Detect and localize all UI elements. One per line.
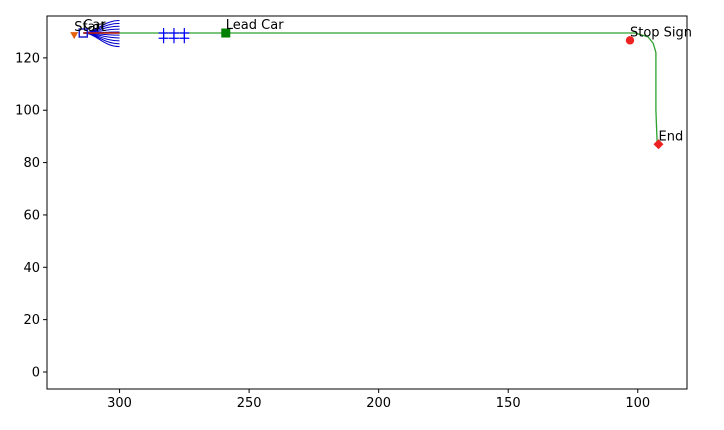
data-markers-layer	[70, 28, 664, 150]
car-label: Car	[83, 18, 106, 33]
car-marker	[78, 28, 89, 38]
y-tick-label-4: 80	[23, 156, 40, 171]
y-tick-label-1: 20	[23, 313, 40, 328]
x-tick-label-0: 300	[107, 396, 132, 411]
y-tick-label-2: 40	[23, 261, 40, 276]
y-tick-label-3: 60	[23, 208, 40, 223]
obstacle-point-1	[158, 33, 169, 44]
x-tick-label-2: 200	[366, 396, 391, 411]
obstacle-point-5	[179, 33, 190, 44]
axis-ticks-layer: 300 250 200 150 100 0 20 40 60 80 100 120	[15, 51, 650, 411]
start-label: Start	[74, 20, 106, 35]
obstacle-point-3	[168, 33, 179, 44]
start-marker	[70, 32, 79, 40]
end-marker	[653, 139, 664, 150]
axes-frame	[46, 15, 688, 390]
y-tick-label-6: 120	[15, 51, 40, 66]
lead-car-marker	[221, 28, 231, 38]
stop-sign-label: Stop Sign	[630, 25, 692, 40]
end-label: End	[658, 129, 683, 144]
x-tick-label-1: 250	[237, 396, 262, 411]
y-tick-label-5: 100	[15, 104, 40, 119]
stop-sign-marker	[625, 36, 635, 45]
lead-car-label: Lead Car	[226, 18, 284, 33]
y-tick-label-0: 0	[32, 365, 40, 380]
data-lines-layer	[83, 19, 658, 145]
x-tick-label-4: 100	[625, 396, 650, 411]
x-tick-label-3: 150	[496, 396, 521, 411]
path-line	[83, 32, 658, 145]
